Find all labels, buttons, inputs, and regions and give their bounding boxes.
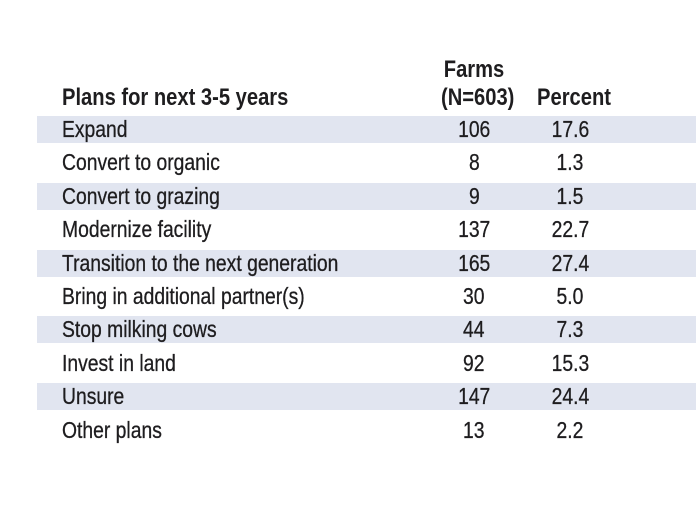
row-label: Invest in land: [62, 349, 176, 376]
farms-value: 137: [457, 216, 491, 243]
farms-value: 92: [463, 349, 485, 376]
percent-value: 15.3: [551, 349, 589, 376]
farms-value: 44: [463, 316, 485, 343]
row-label: Unsure: [62, 383, 125, 410]
percent-value: 27.4: [551, 249, 589, 276]
farms-value: 13: [463, 416, 485, 443]
percent-value: 24.4: [551, 383, 589, 410]
plans-table: Plans for next 3-5 years Farms (N=603) P…: [37, 56, 696, 450]
row-label: Convert to organic: [62, 149, 220, 176]
row-label: Bring in additional partner(s): [62, 282, 305, 309]
row-label: Stop milking cows: [62, 316, 217, 343]
percent-value: 1.5: [556, 182, 584, 209]
column-header-plans-label: Plans for next 3-5 years: [62, 84, 289, 111]
table-row: Other plans 13 2.2: [37, 416, 696, 450]
percent-value: 7.3: [556, 316, 584, 343]
column-header-percent: Percent: [530, 84, 612, 112]
table-row: Invest in land 92 15.3: [37, 350, 696, 383]
row-label: Transition to the next generation: [62, 249, 339, 276]
table-row: Bring in additional partner(s) 30 5.0: [37, 283, 696, 316]
table-row: Transition to the next generation 165 27…: [37, 249, 696, 283]
farms-value: 147: [457, 383, 491, 410]
table-row: Convert to grazing 9 1.5: [37, 182, 696, 217]
farms-value: 106: [457, 116, 491, 142]
column-header-plans: Plans for next 3-5 years: [37, 84, 434, 112]
farms-value: 8: [468, 149, 480, 176]
farms-value: 30: [463, 282, 485, 309]
percent-value: 22.7: [551, 216, 589, 243]
farms-value: 9: [468, 182, 480, 209]
percent-value: 1.3: [556, 149, 584, 176]
table-row: Unsure 147 24.4: [37, 383, 696, 417]
row-label: Other plans: [62, 416, 162, 443]
column-header-farms-line2: (N=603): [440, 84, 515, 111]
table-row: Stop milking cows 44 7.3: [37, 316, 696, 350]
percent-value: 5.0: [556, 282, 584, 309]
table-row: Expand 106 17.6: [37, 116, 696, 150]
percent-value: 2.2: [556, 416, 584, 443]
table-row: Modernize facility 137 22.7: [37, 216, 696, 249]
row-label: Modernize facility: [62, 216, 212, 243]
percent-value: 17.6: [551, 116, 589, 142]
column-header-percent-label: Percent: [537, 84, 612, 111]
table-row: Convert to organic 8 1.3: [37, 149, 696, 182]
farms-value: 165: [457, 249, 491, 276]
row-label: Convert to grazing: [62, 182, 220, 209]
table-body: Expand 106 17.6 Convert to organic 8 1.3…: [37, 116, 696, 450]
column-header-farms: Farms (N=603): [434, 56, 514, 112]
column-header-farms-line1: Farms: [443, 56, 505, 83]
table-header: Plans for next 3-5 years Farms (N=603) P…: [37, 56, 696, 112]
row-label: Expand: [62, 116, 128, 142]
